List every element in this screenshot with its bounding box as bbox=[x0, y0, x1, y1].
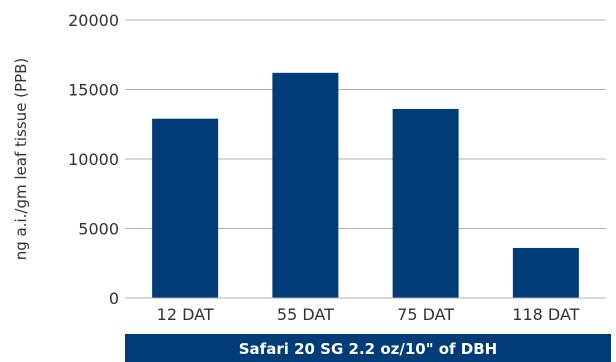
x-axis-label: Safari 20 SG 2.2 oz/10" of DBH bbox=[239, 340, 497, 358]
x-tick-label: 12 DAT bbox=[157, 305, 214, 324]
y-tick-label: 10000 bbox=[68, 150, 119, 169]
bar-55-dat bbox=[272, 72, 339, 298]
bar-75-dat bbox=[392, 108, 459, 299]
y-tick-label: 0 bbox=[109, 289, 119, 308]
y-axis-label: ng a.i./gm leaf tissue (PPB) bbox=[12, 58, 30, 261]
bar-118-dat bbox=[512, 247, 579, 298]
x-tick-label: 55 DAT bbox=[277, 305, 334, 324]
y-tick-label: 15000 bbox=[68, 81, 119, 100]
y-axis-tick-labels: 0 5000 10000 15000 20000 bbox=[68, 11, 119, 308]
y-tick-label: 20000 bbox=[68, 11, 119, 30]
x-axis-label-band bbox=[125, 334, 611, 362]
x-tick-label: 118 DAT bbox=[512, 305, 579, 324]
bars bbox=[152, 72, 579, 299]
x-tick-label: 75 DAT bbox=[397, 305, 454, 324]
y-tick-label: 5000 bbox=[78, 220, 119, 239]
bar-12-dat bbox=[152, 118, 219, 298]
x-axis-tick-labels: 12 DAT 55 DAT 75 DAT 118 DAT bbox=[157, 305, 580, 324]
